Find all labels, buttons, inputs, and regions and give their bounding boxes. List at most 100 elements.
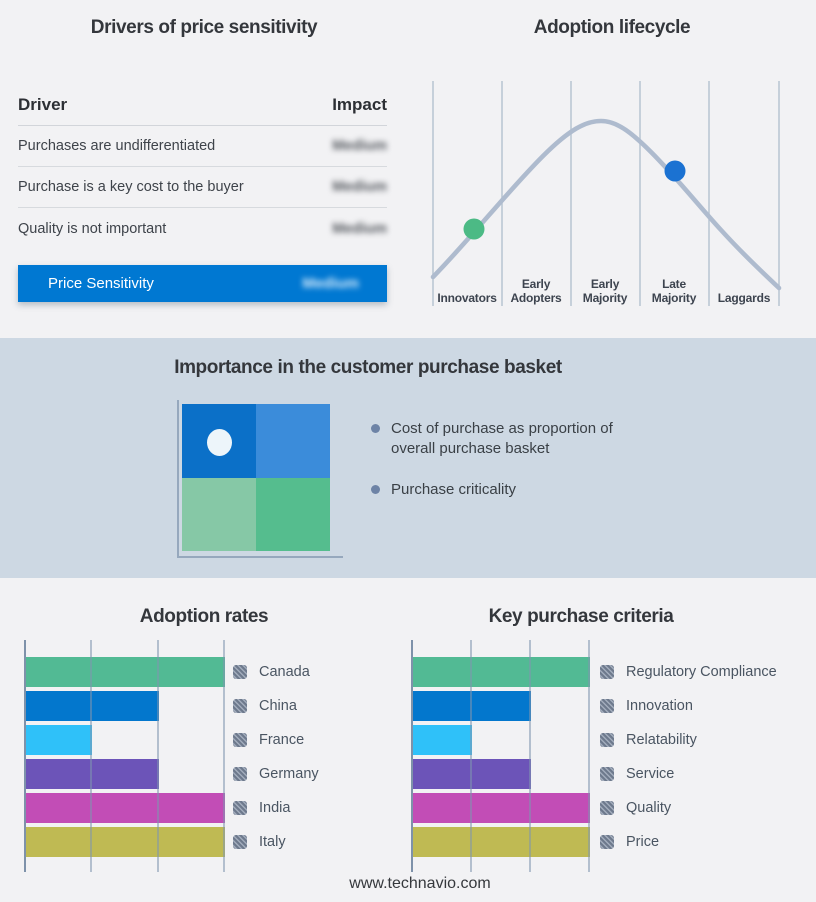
lifecycle-curve-svg [430,81,782,306]
stage-label-late-majority: Late Majority [651,276,697,306]
legend-item: Germany [233,757,319,791]
stage-label-early-adopters: Early Adopters [510,276,562,306]
drivers-table-header: Driver Impact [18,90,387,126]
impact-value-redacted: Medium [302,275,359,292]
purchase-basket-band [0,338,816,578]
redacted-swatch-icon [600,801,614,815]
gridline [222,640,225,872]
redacted-swatch-icon [233,733,247,747]
legend-label: France [259,732,305,748]
legend-item: France [233,723,319,757]
legend-item: Relatability [600,723,777,757]
adoption-rates-chart [24,640,225,872]
column-header-impact: Impact [332,95,387,114]
impact-value-redacted: Medium [332,179,387,195]
basket-bullet-list: Cost of purchase as proportion of overal… [371,419,651,521]
legend-item: China [233,689,319,723]
gridline [156,640,159,872]
matrix-quadrant-bottom-left [182,477,256,551]
key-purchase-criteria-title: Key purchase criteria [488,606,674,627]
bar-italy [26,827,225,857]
driver-cell: Purchase is a key cost to the buyer [18,179,244,195]
matrix-position-dot-icon [207,429,232,456]
stage-label-early-majority: Early Majority [582,276,628,306]
key-purchase-criteria-chart [411,640,591,872]
legend-label: Service [626,766,675,782]
legend-item: India [233,791,319,825]
late-majority-stage-dot-icon [664,160,686,182]
legend-item: Regulatory Compliance [600,655,777,689]
y-axis-line [24,640,26,872]
stage-label-laggards: Laggards [717,291,771,306]
basket-panel-title: Importance in the customer purchase bask… [174,357,562,378]
matrix-axis-x [177,556,343,558]
legend-label: Innovation [626,698,693,714]
redacted-swatch-icon [600,665,614,679]
bullet-dot-icon [371,484,380,494]
matrix-quadrant-bottom-right [256,477,330,551]
innovators-stage-dot-icon [463,218,485,240]
legend-label: Price [626,834,660,850]
redacted-swatch-icon [600,767,614,781]
matrix-axis-y [177,400,179,558]
priority-matrix [182,404,330,551]
impact-value-redacted: Medium [332,138,387,154]
stage-label-innovators: Innovators [437,291,497,306]
legend-label: Quality [626,800,672,816]
bullet-text: Purchase criticality [391,480,517,498]
drivers-panel-title: Drivers of price sensitivity [90,17,318,38]
bar-relatability [413,725,472,755]
redacted-swatch-icon [600,733,614,747]
bullet-text: Cost of purchase as proportion of overal… [391,420,613,457]
redacted-swatch-icon [233,699,247,713]
bar-france [26,725,93,755]
redacted-swatch-icon [600,699,614,713]
lifecycle-panel-title: Adoption lifecycle [533,17,691,38]
adoption-rates-title: Adoption rates [139,606,269,627]
table-row: Quality is not important Medium [18,208,387,249]
list-item: Purchase criticality [371,480,651,500]
bar-regulatory-compliance [413,657,591,687]
bar-quality [413,793,591,823]
drivers-table: Driver Impact Purchases are undifferenti… [18,90,387,302]
driver-cell: Purchases are undifferentiated [18,138,216,154]
driver-cell: Quality is not important [18,220,167,237]
lifecycle-gridlines [432,81,780,306]
legend-item: Quality [600,791,777,825]
gridline [529,640,531,872]
table-row: Purchase is a key cost to the buyer Medi… [18,167,387,208]
adoption-lifecycle-chart: Innovators Early Adopters Early Majority… [408,0,816,338]
adoption-rates-legend: Canada China France Germany India Italy [233,655,319,859]
bullet-dot-icon [371,424,380,433]
table-row: Purchases are undifferentiated Medium [18,126,387,167]
legend-item: Canada [233,655,319,689]
bar-germany [26,759,159,789]
legend-item: Italy [233,825,319,859]
bar-india [26,793,225,823]
impact-value-redacted: Medium [332,220,387,237]
legend-item: Service [600,757,777,791]
bar-service [413,759,532,789]
redacted-swatch-icon [233,665,247,679]
legend-label: Canada [259,664,310,680]
redacted-swatch-icon [233,835,247,849]
bar-innovation [413,691,532,721]
y-axis-line [411,640,413,872]
legend-item: Innovation [600,689,777,723]
gridline [90,640,92,872]
redacted-swatch-icon [233,801,247,815]
bar-canada [26,657,225,687]
list-item: Cost of purchase as proportion of overal… [371,419,651,459]
gridline [587,640,590,872]
key-purchase-criteria-legend: Regulatory Compliance Innovation Relatab… [600,655,777,859]
redacted-swatch-icon [600,835,614,849]
legend-item: Price [600,825,777,859]
legend-label: Relatability [626,732,697,748]
price-sensitivity-row: Price Sensitivity Medium [18,265,387,302]
legend-label: Germany [259,766,319,782]
redacted-swatch-icon [233,767,247,781]
legend-label: Italy [259,834,286,850]
gridline [470,640,472,872]
bar-china [26,691,159,721]
website-url: www.technavio.com [349,875,491,892]
